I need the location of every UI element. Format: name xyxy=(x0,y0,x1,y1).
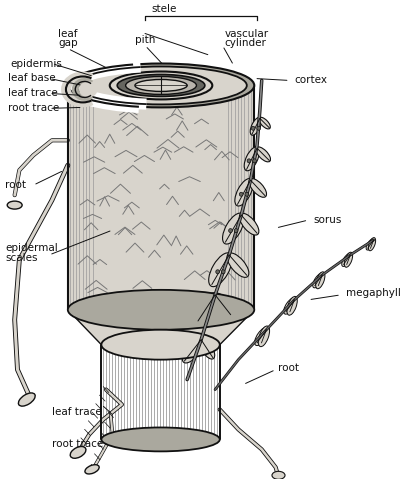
Ellipse shape xyxy=(101,330,220,360)
Ellipse shape xyxy=(284,298,297,314)
Text: root trace: root trace xyxy=(52,439,103,449)
Ellipse shape xyxy=(244,147,259,171)
Ellipse shape xyxy=(195,293,218,323)
Ellipse shape xyxy=(68,290,254,330)
Ellipse shape xyxy=(213,293,233,316)
Text: epidermis: epidermis xyxy=(10,59,62,69)
Text: stele: stele xyxy=(151,4,177,13)
Ellipse shape xyxy=(368,238,376,251)
Text: epidermal: epidermal xyxy=(5,243,58,253)
Ellipse shape xyxy=(7,201,22,209)
Ellipse shape xyxy=(239,192,243,196)
Text: leaf trace: leaf trace xyxy=(52,408,102,418)
Ellipse shape xyxy=(199,338,215,359)
Ellipse shape xyxy=(18,393,35,406)
Ellipse shape xyxy=(250,117,262,135)
Ellipse shape xyxy=(234,228,238,233)
Ellipse shape xyxy=(68,63,254,108)
Polygon shape xyxy=(68,85,254,310)
Text: cortex: cortex xyxy=(294,75,327,85)
Ellipse shape xyxy=(245,192,249,196)
Ellipse shape xyxy=(75,67,247,104)
Ellipse shape xyxy=(101,428,220,451)
Text: scales: scales xyxy=(5,253,38,263)
Text: root: root xyxy=(278,362,300,372)
Ellipse shape xyxy=(342,253,352,266)
Ellipse shape xyxy=(135,80,187,91)
Ellipse shape xyxy=(70,446,86,458)
Ellipse shape xyxy=(313,273,324,288)
Ellipse shape xyxy=(255,327,269,346)
Ellipse shape xyxy=(366,238,375,250)
Ellipse shape xyxy=(257,126,260,130)
Ellipse shape xyxy=(223,213,244,244)
Text: leaf base: leaf base xyxy=(8,73,56,84)
Ellipse shape xyxy=(259,117,270,129)
Ellipse shape xyxy=(239,213,259,235)
Text: megaphyll: megaphyll xyxy=(346,288,400,298)
Ellipse shape xyxy=(221,270,225,274)
Ellipse shape xyxy=(209,253,232,287)
Ellipse shape xyxy=(316,272,325,289)
Ellipse shape xyxy=(251,126,255,130)
Ellipse shape xyxy=(229,228,232,233)
Text: gap: gap xyxy=(58,37,78,48)
Ellipse shape xyxy=(247,159,251,163)
Ellipse shape xyxy=(344,252,352,267)
Ellipse shape xyxy=(256,147,271,162)
Text: pith: pith xyxy=(135,35,155,45)
Ellipse shape xyxy=(258,326,269,347)
Polygon shape xyxy=(68,310,254,345)
Ellipse shape xyxy=(287,297,297,315)
Ellipse shape xyxy=(117,74,205,96)
Ellipse shape xyxy=(182,338,203,363)
Ellipse shape xyxy=(110,72,212,99)
Ellipse shape xyxy=(249,179,267,197)
Ellipse shape xyxy=(253,159,256,163)
Ellipse shape xyxy=(126,76,197,95)
Ellipse shape xyxy=(227,253,249,277)
Ellipse shape xyxy=(216,270,219,274)
Text: sorus: sorus xyxy=(313,215,341,225)
Text: vascular: vascular xyxy=(224,29,269,38)
Text: root trace: root trace xyxy=(8,103,59,113)
Text: leaf trace: leaf trace xyxy=(8,88,58,98)
Ellipse shape xyxy=(85,465,99,474)
Text: leaf: leaf xyxy=(58,29,78,38)
Text: root: root xyxy=(5,180,26,190)
Text: cylinder: cylinder xyxy=(224,37,266,48)
Ellipse shape xyxy=(235,179,253,206)
Ellipse shape xyxy=(79,82,98,97)
Ellipse shape xyxy=(272,471,285,480)
